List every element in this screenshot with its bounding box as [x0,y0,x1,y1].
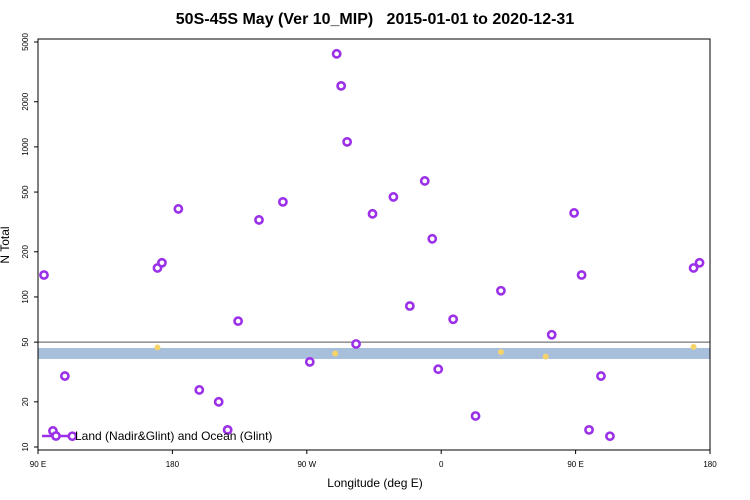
data-point [419,176,430,186]
data-point [433,364,444,375]
data-point [59,371,70,381]
data-point [304,357,315,367]
legend-marker [51,431,61,441]
data-point [254,215,264,225]
data-point [470,411,481,421]
data-point [388,192,399,202]
data-point [342,136,353,147]
data-point [404,301,415,311]
x-tick-label: 180 [166,460,180,469]
y-tick-label: 500 [21,185,30,199]
y-tick-label: 2000 [21,92,30,110]
x-tick-label: 90 W [297,460,316,469]
highlight-point [332,350,339,357]
x-axis-label: Longitude (deg E) [327,476,422,490]
x-tick-label: 0 [439,460,444,469]
data-point [157,257,167,268]
data-point [569,208,580,218]
y-tick-label: 1000 [21,137,30,155]
data-point [496,285,506,296]
data-point [351,339,361,349]
band [38,347,710,359]
y-axis-label: N Total [0,226,12,263]
y-tick-label: 200 [21,245,30,259]
y-tick-label: 10 [21,442,30,451]
x-tick-label: 90 E [30,460,46,469]
x-tick-label: 90 E [567,460,583,469]
x-tick-label: 180 [703,460,717,469]
highlight-point [542,353,549,360]
data-point [173,204,184,214]
data-point [688,263,699,273]
data-point [213,396,224,407]
data-point [546,329,557,340]
data-point [194,385,205,395]
data-point [233,316,244,327]
y-tick-label: 50 [21,337,30,346]
highlight-point [690,343,697,350]
data-point [336,80,347,91]
data-point [605,431,615,442]
data-point [278,196,288,207]
y-tick-label: 20 [21,397,30,406]
plot-frame [37,38,711,451]
y-tick-label: 100 [21,290,30,304]
data-point [331,48,342,59]
data-point [576,270,587,280]
highlight-point [154,344,161,351]
data-point [584,425,594,435]
data-point [694,257,705,268]
data-point [222,425,233,435]
legend-label: Land (Nadir&Glint) and Ocean (Glint) [75,429,272,443]
data-point [448,314,459,325]
chart-title: 50S-45S May (Ver 10_MIP) 2015-01-01 to 2… [176,11,575,28]
y-tick-label: 5000 [21,33,30,51]
data-point [427,233,438,244]
data-point [596,371,606,381]
data-point [39,270,49,280]
highlight-point [497,348,504,355]
data-point [367,208,378,219]
